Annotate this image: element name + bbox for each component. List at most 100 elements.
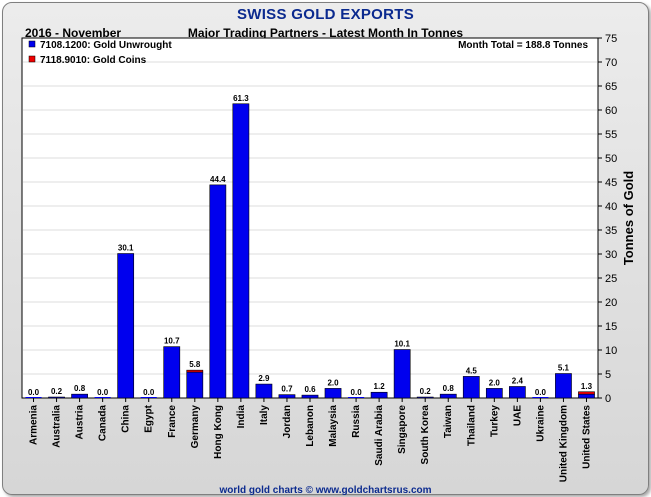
x-tick-label: Russia bbox=[351, 405, 362, 438]
y-tick-label: 10 bbox=[605, 345, 617, 357]
bar-value-label: 4.5 bbox=[466, 366, 478, 375]
bar-value-label: 0.0 bbox=[351, 388, 363, 397]
bar-unwrought bbox=[416, 396, 434, 399]
x-tick-label: Australia bbox=[52, 405, 63, 448]
x-tick-label: China bbox=[121, 405, 132, 433]
x-tick-label: Germany bbox=[190, 405, 201, 449]
y-tick-label: 35 bbox=[605, 225, 617, 237]
bar-value-label: 44.4 bbox=[210, 175, 226, 184]
bar-unwrought bbox=[439, 393, 457, 399]
bar-value-label: 5.8 bbox=[189, 360, 201, 369]
bar-unwrought bbox=[348, 397, 365, 398]
x-tick-label: Armenia bbox=[29, 405, 40, 445]
bar-unwrought bbox=[462, 376, 480, 399]
bar-unwrought bbox=[555, 373, 572, 399]
bar-value-label: 0.6 bbox=[304, 385, 316, 394]
bar-unwrought bbox=[255, 383, 273, 399]
bar-unwrought bbox=[209, 184, 227, 399]
bar-value-label: 2.4 bbox=[512, 376, 524, 385]
bar-coins bbox=[186, 369, 204, 373]
bar-value-label: 0.0 bbox=[28, 388, 40, 397]
month-total: Month Total = 188.8 Tonnes bbox=[458, 40, 588, 51]
bar-coins bbox=[578, 391, 595, 395]
x-tick-label: South Korea bbox=[420, 405, 431, 465]
bar-value-label: 0.0 bbox=[97, 388, 109, 397]
x-tick-label: Egypt bbox=[144, 404, 155, 432]
x-tick-label: Saudi Arabia bbox=[374, 405, 385, 466]
bar-value-label: 0.0 bbox=[143, 388, 155, 397]
legend-swatch-unwrought bbox=[28, 40, 36, 48]
bar-unwrought bbox=[48, 396, 65, 399]
x-tick-label: UAE bbox=[512, 405, 523, 426]
y-tick-label: 30 bbox=[605, 249, 617, 261]
y-tick-label: 70 bbox=[605, 57, 617, 69]
y-tick-label: 20 bbox=[605, 297, 617, 309]
bar-unwrought bbox=[94, 397, 111, 398]
bar-unwrought bbox=[324, 388, 342, 399]
bar-value-label: 0.8 bbox=[443, 384, 455, 393]
x-tick-label: Malaysia bbox=[328, 405, 339, 447]
x-tick-label: Turkey bbox=[489, 405, 500, 437]
y-tick-label: 65 bbox=[605, 81, 617, 93]
y-tick-label: 50 bbox=[605, 153, 617, 165]
y-tick-label: 45 bbox=[605, 177, 617, 189]
x-tick-label: Singapore bbox=[397, 405, 408, 454]
chart-footer: world gold charts © www.goldchartsrus.co… bbox=[219, 485, 432, 496]
x-tick-label: Taiwan bbox=[443, 405, 454, 438]
bar-unwrought bbox=[532, 397, 549, 398]
bar-value-label: 0.0 bbox=[535, 388, 547, 397]
x-tick-label: Lebanon bbox=[305, 405, 316, 447]
legend-label-unwrought: 7108.1200: Gold Unwrought bbox=[40, 40, 172, 51]
y-tick-label: 0 bbox=[605, 393, 611, 405]
legend-swatch-coins bbox=[28, 55, 36, 63]
bar-value-label: 0.7 bbox=[281, 385, 293, 394]
x-tick-label: Canada bbox=[98, 405, 109, 442]
x-tick-label: Austria bbox=[75, 405, 86, 440]
bar-value-label: 61.3 bbox=[233, 94, 249, 103]
y-tick-label: 40 bbox=[605, 201, 617, 213]
chart-period: 2016 - November bbox=[25, 26, 122, 40]
legend-label-coins: 7118.9010: Gold Coins bbox=[40, 55, 147, 66]
bar-value-label: 1.3 bbox=[581, 382, 593, 391]
chart-subtitle: Major Trading Partners - Latest Month In… bbox=[187, 26, 464, 40]
y-tick-label: 55 bbox=[605, 129, 617, 141]
bar-value-label: 10.1 bbox=[394, 340, 410, 349]
bar-value-label: 0.2 bbox=[51, 387, 63, 396]
bar-value-label: 2.9 bbox=[258, 374, 270, 383]
bar-unwrought bbox=[163, 346, 181, 399]
bar-value-label: 10.7 bbox=[164, 337, 180, 346]
x-tick-label: France bbox=[167, 405, 178, 438]
x-tick-label: United Kingdom bbox=[558, 405, 569, 482]
x-tick-label: Ukraine bbox=[535, 405, 546, 442]
y-axis-title: Tonnes of Gold bbox=[621, 171, 636, 265]
y-tick-label: 25 bbox=[605, 273, 617, 285]
bar-unwrought bbox=[578, 393, 595, 399]
bar-unwrought bbox=[140, 397, 157, 398]
plot-area bbox=[21, 37, 599, 399]
bar-value-label: 30.1 bbox=[118, 244, 134, 253]
bar-unwrought bbox=[71, 393, 88, 399]
y-tick-label: 75 bbox=[605, 33, 617, 45]
y-tick-label: 60 bbox=[605, 105, 617, 117]
bar-value-label: 2.0 bbox=[327, 378, 339, 387]
bar-value-label: 5.1 bbox=[558, 364, 570, 373]
bar-unwrought bbox=[186, 371, 204, 399]
bar-value-label: 0.2 bbox=[420, 387, 432, 396]
x-tick-label: Hong Kong bbox=[213, 405, 224, 459]
bar-unwrought bbox=[232, 103, 250, 399]
x-tick-label: Jordan bbox=[282, 405, 293, 438]
bar-unwrought bbox=[117, 253, 135, 399]
bar-unwrought bbox=[278, 394, 296, 399]
bar-unwrought bbox=[485, 388, 503, 399]
bar-unwrought bbox=[25, 397, 42, 398]
chart-title: SWISS GOLD EXPORTS bbox=[236, 6, 415, 23]
y-tick-label: 5 bbox=[605, 369, 611, 381]
y-tick-label: 15 bbox=[605, 321, 617, 333]
x-tick-label: United States bbox=[581, 405, 592, 469]
bar-unwrought bbox=[370, 391, 388, 399]
bar-value-label: 2.0 bbox=[489, 378, 501, 387]
bar-unwrought bbox=[393, 349, 411, 399]
bar-value-label: 0.8 bbox=[74, 384, 86, 393]
bar-unwrought bbox=[301, 394, 319, 399]
